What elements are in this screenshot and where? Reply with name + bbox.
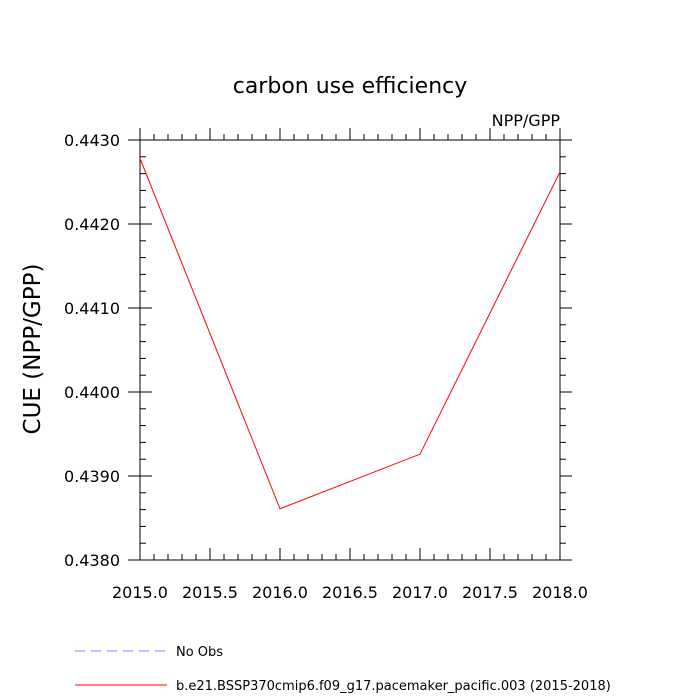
x-tick-label: 2017.0 [392, 583, 448, 602]
x-tick-labels: 2015.0 2015.5 2016.0 2016.5 2017.0 2017.5 2018… [112, 583, 588, 602]
series-point [139, 157, 141, 160]
chart-subtitle-right: NPP/GPP [492, 111, 561, 130]
series-point [559, 171, 561, 173]
x-tick-label: 2015.0 [112, 583, 168, 602]
x-tick-label: 2016.5 [322, 583, 378, 602]
series-point [419, 453, 421, 455]
x-tick-label: 2015.5 [182, 583, 238, 602]
legend: No Obs b.e21.BSSP370cmip6.f09_g17.pacemak… [75, 645, 611, 694]
x-tick-label: 2017.5 [462, 583, 518, 602]
y-tick-label: 0.4400 [64, 383, 120, 402]
y-axis-label: CUE (NPP/GPP) [20, 264, 46, 435]
y-tick-labels: 0.4380 0.4390 0.4400 0.4410 0.4420 0.4430 [64, 131, 120, 570]
x-tick-label: 2018.0 [532, 583, 588, 602]
series-point [279, 508, 281, 510]
y-tick-label: 0.4390 [64, 467, 120, 486]
series-lines [139, 157, 561, 510]
x-tick-label: 2016.0 [252, 583, 308, 602]
y-tick-label: 0.4410 [64, 299, 120, 318]
legend-label: b.e21.BSSP370cmip6.f09_g17.pacemaker_pac… [176, 679, 611, 694]
chart-title: carbon use efficiency [233, 74, 468, 99]
y-tick-label: 0.4430 [64, 131, 120, 150]
plot-frame [139, 139, 561, 561]
y-tick-label: 0.4380 [64, 551, 120, 570]
axis-ticks [128, 128, 572, 561]
legend-label: No Obs [176, 645, 223, 660]
series-line [139, 158, 561, 510]
y-tick-label: 0.4420 [64, 215, 120, 234]
